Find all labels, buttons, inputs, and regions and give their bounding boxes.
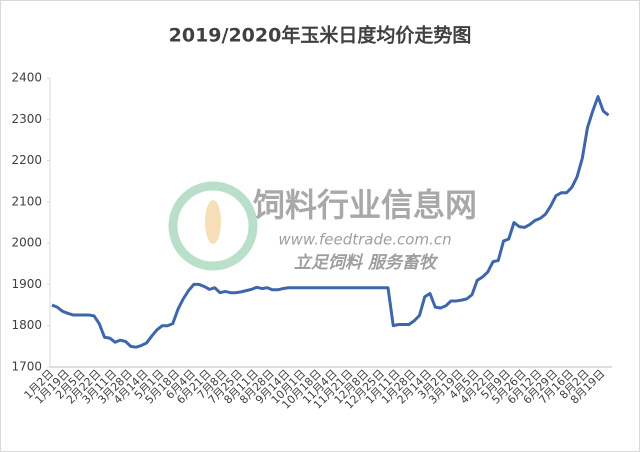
watermark-text: 饲料行业信息网	[253, 186, 477, 224]
watermark-slogan: 立足饲料 服务畜牧	[294, 253, 439, 273]
y-tick-label: 2100	[11, 194, 42, 208]
y-tick-label: 1800	[11, 318, 42, 332]
y-tick-label: 2300	[11, 112, 42, 126]
watermark-logo	[168, 181, 258, 271]
y-tick-label: 2400	[11, 71, 42, 85]
y-tick-label: 1900	[11, 277, 42, 291]
series-line	[51, 95, 610, 349]
watermark	[168, 181, 258, 271]
chart-title: 2019/2020年玉米日度均价走势图	[169, 24, 472, 47]
y-tick-label: 1700	[11, 360, 42, 374]
y-tick-label: 2200	[11, 153, 42, 167]
watermark-logo-wheat	[205, 200, 221, 244]
watermark-url: www.feedtrade.com.cn	[278, 231, 451, 249]
y-tick-label: 2000	[11, 236, 42, 250]
